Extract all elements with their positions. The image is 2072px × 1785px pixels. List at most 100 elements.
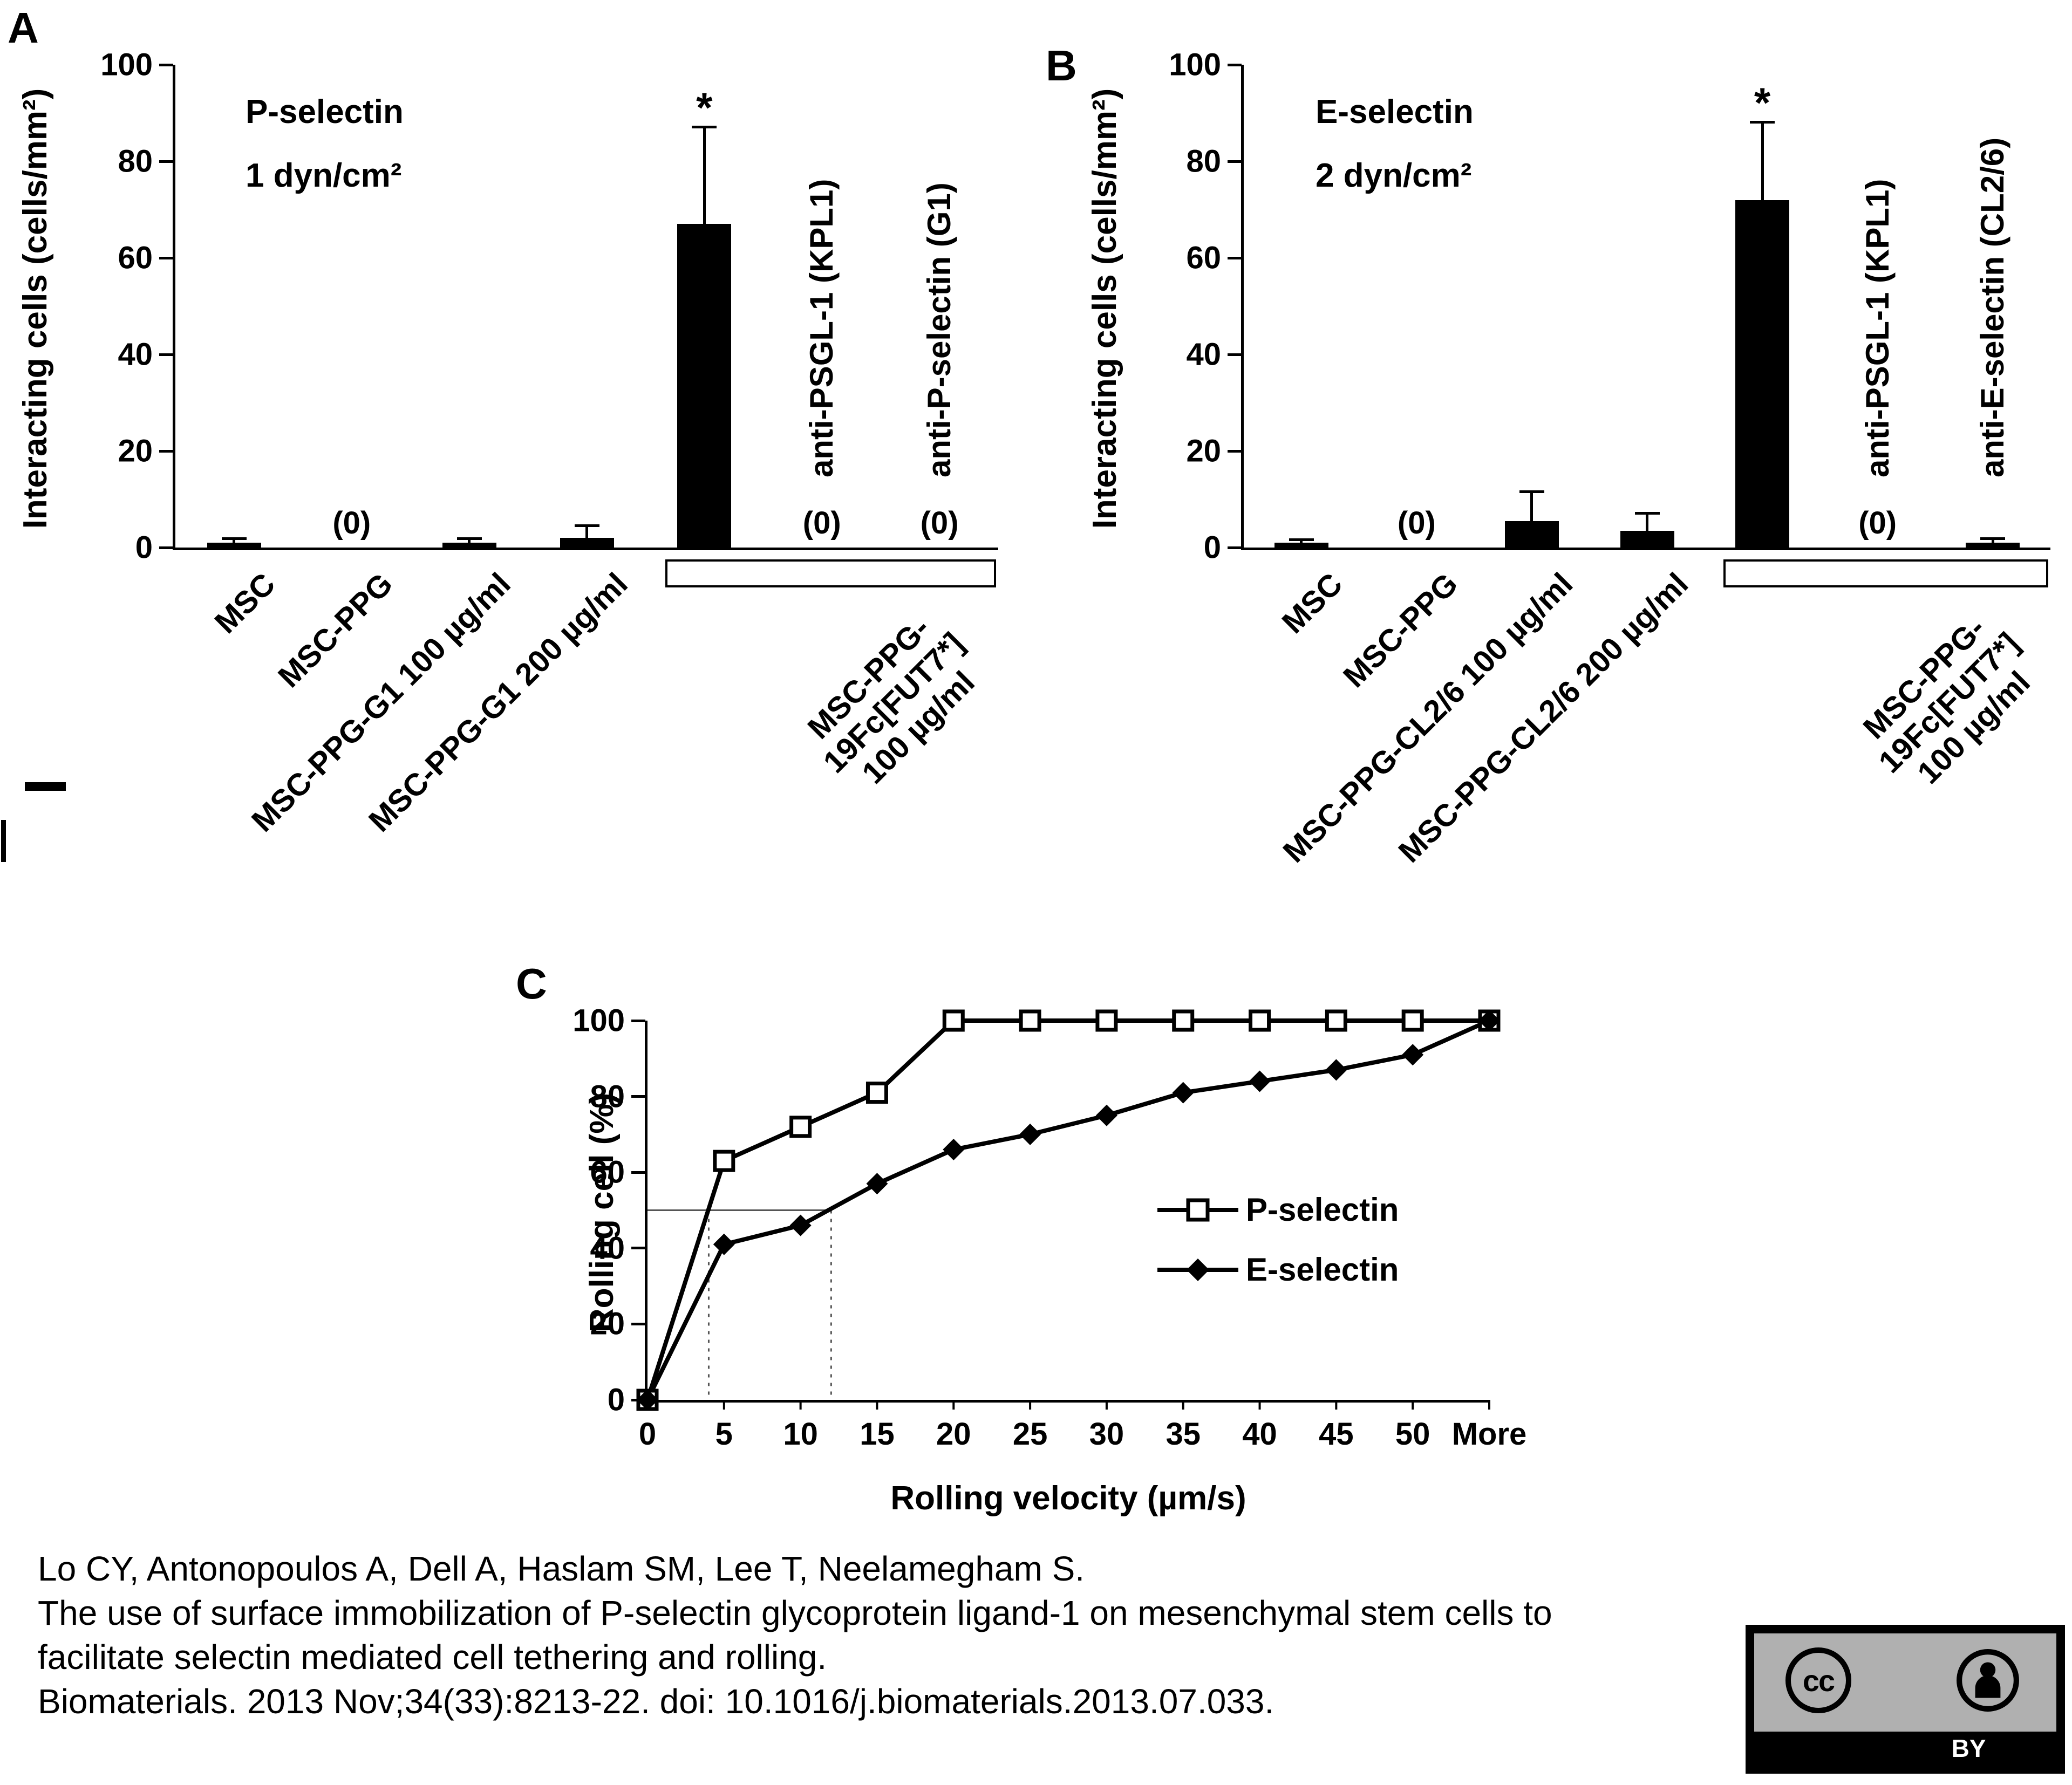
cropped-artifact-mark — [25, 782, 66, 791]
x-category-label: MSC — [208, 566, 282, 640]
marker-P-selectin — [1172, 1009, 1195, 1032]
bar-2 — [442, 543, 496, 548]
y-axis-tick — [1228, 546, 1242, 549]
zero-count-label: (0) — [332, 505, 371, 541]
panel-c-x-axis-label: Rolling velocity (µm/s) — [890, 1480, 1246, 1517]
marker-E-selectin — [1325, 1059, 1347, 1081]
panel-c-plot: 0 5 10 15 20 25 30 35 40 45 50 More 0 20 40 60 80 100 — [572, 1003, 1526, 1452]
citation-title-line2: facilitate selectin mediated cell tether… — [38, 1637, 827, 1677]
y-axis-tick — [631, 1171, 645, 1174]
y-axis-tick-label: 0 — [607, 1382, 625, 1418]
x-axis-tick-label: 45 — [1319, 1417, 1354, 1452]
marker-E-selectin — [1172, 1082, 1194, 1104]
marker-P-selectin — [865, 1082, 888, 1104]
panel-c-letter: C — [516, 960, 547, 1008]
y-axis-tick-label: 100 — [572, 1003, 625, 1038]
marker-E-selectin — [1095, 1104, 1117, 1126]
inplot-antibody-label: anti-PSGL-1 (KPL1) — [803, 179, 840, 477]
panel-c-legend: P-selectin E-selectin — [1157, 1191, 1399, 1288]
marker-E-selectin — [1478, 1010, 1500, 1031]
panel-a-title: P-selectin — [246, 93, 404, 131]
error-bar — [1300, 539, 1303, 543]
marker-P-selectin — [1019, 1009, 1041, 1032]
citation-authors: Lo CY, Antonopoulos A, Dell A, Haslam SM… — [38, 1549, 1085, 1588]
y-axis-tick-label: 0 — [1203, 530, 1221, 565]
legend-item-p-selectin: P-selectin — [1157, 1191, 1399, 1228]
y-axis-tick — [1228, 160, 1242, 163]
series-line-P-selectin — [645, 1018, 1489, 1401]
error-bar-cap — [221, 537, 247, 540]
x-axis-tick-label: 20 — [936, 1417, 971, 1452]
bracket-condition-label: MSC-PPG- 19Fc[FUT7*] 100 µg/ml — [1856, 610, 2037, 791]
marker-P-selectin — [1249, 1009, 1271, 1032]
y-axis-tick — [159, 256, 173, 259]
error-bar — [468, 538, 471, 543]
error-bar-cap — [1750, 121, 1775, 124]
panel-a-plot: 0 20 40 60 80 100 (0) (0) (0) * anti-PSGL-1 (KPL1)… — [100, 47, 998, 839]
error-bar — [233, 538, 236, 543]
y-axis-tick — [1228, 449, 1242, 453]
condition-bracket — [1723, 559, 2048, 587]
cropped-artifact-mark — [1, 820, 6, 862]
error-bar — [1646, 514, 1648, 531]
significance-asterisk: * — [696, 83, 713, 131]
panel-b-plot: 0 20 40 60 80 100 (0) (0) * anti-PSGL-1 (KPL1) ant… — [1169, 47, 2050, 870]
y-axis-tick — [159, 546, 173, 549]
attribution-person-icon — [1957, 1649, 2019, 1712]
y-axis-tick-label: 60 — [118, 240, 153, 276]
y-axis-tick — [1228, 353, 1242, 356]
error-bar-cap — [574, 524, 599, 527]
inplot-antibody-label: anti-P-selectin (G1) — [921, 182, 958, 477]
cc-logo-icon: cc — [1785, 1647, 1851, 1713]
panel-b-y-axis-label: Interacting cells (cells/mm²) — [1086, 88, 1123, 529]
filled-diamond-marker-icon — [1157, 1258, 1238, 1281]
x-axis-tick-label: More — [1451, 1417, 1527, 1452]
marker-P-selectin — [789, 1116, 812, 1138]
marker-E-selectin — [1019, 1123, 1041, 1145]
y-axis-tick — [1228, 256, 1242, 259]
error-bar — [585, 525, 588, 538]
marker-E-selectin — [943, 1139, 965, 1161]
marker-P-selectin — [1401, 1009, 1424, 1032]
x-axis-tick-label: 30 — [1089, 1417, 1124, 1452]
x-category-label: MSC — [1275, 566, 1349, 640]
y-axis-tick-label: 100 — [1169, 47, 1221, 83]
marker-E-selectin — [789, 1214, 812, 1236]
bracket-condition-label: MSC-PPG- 19Fc[FUT7*] 100 µg/ml — [801, 610, 982, 791]
y-axis-tick-label: 80 — [118, 143, 153, 179]
error-bar-cap — [1980, 537, 2006, 540]
bar-4 — [677, 224, 732, 548]
y-axis-tick-label: 20 — [118, 433, 153, 469]
y-axis-tick-label: 20 — [1186, 433, 1221, 469]
y-axis-tick — [1228, 63, 1242, 66]
marker-P-selectin — [942, 1009, 965, 1032]
legend-item-e-selectin: E-selectin — [1157, 1251, 1399, 1288]
panel-b-letter: B — [1046, 42, 1077, 90]
x-axis-tick-label: 35 — [1166, 1417, 1201, 1452]
marker-E-selectin — [637, 1389, 658, 1411]
zero-count-label: (0) — [1858, 505, 1897, 541]
error-bar-cap — [1289, 538, 1314, 541]
x-axis-tick-label: 10 — [783, 1417, 818, 1452]
x-axis-tick-label: 40 — [1242, 1417, 1277, 1452]
panel-b-subtitle: 2 dyn/cm² — [1316, 157, 1472, 194]
y-axis-tick-label: 20 — [590, 1306, 625, 1342]
y-axis-tick-label: 40 — [118, 337, 153, 372]
y-axis-tick — [159, 353, 173, 356]
marker-E-selectin — [1249, 1070, 1271, 1092]
y-axis-tick — [159, 449, 173, 453]
bar-3 — [560, 538, 614, 548]
error-bar — [703, 127, 706, 224]
inplot-antibody-label: anti-E-selectin (CL2/6) — [1974, 137, 2011, 477]
x-axis-tick-label: 25 — [1012, 1417, 1048, 1452]
error-bar-cap — [456, 537, 482, 540]
y-axis-tick-label: 40 — [590, 1230, 625, 1266]
error-bar-cap — [1634, 512, 1660, 515]
panel-a-y-axis-label: Interacting cells (cells/mm²) — [17, 88, 54, 529]
zero-count-label: (0) — [920, 505, 959, 541]
citation-journal-doi: Biomaterials. 2013 Nov;34(33):8213-22. d… — [38, 1681, 1274, 1721]
cc-label: cc — [1802, 1663, 1835, 1698]
panel-b-title: E-selectin — [1316, 93, 1474, 131]
marker-P-selectin — [1095, 1009, 1118, 1032]
